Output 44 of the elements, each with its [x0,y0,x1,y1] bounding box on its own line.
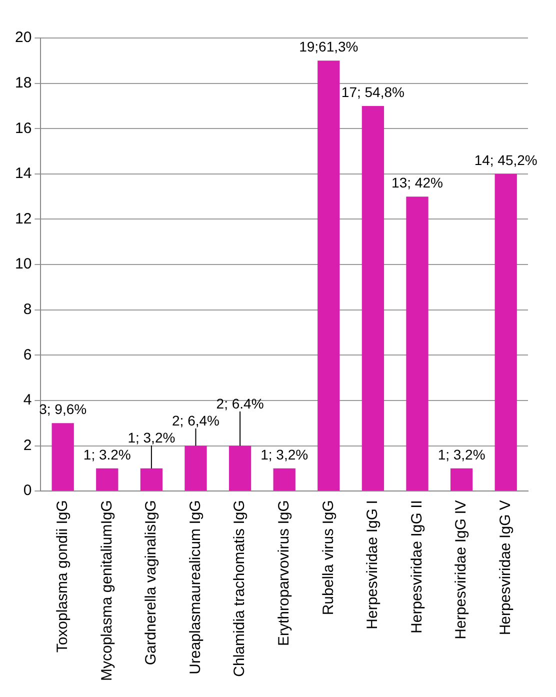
y-tick-label: 12 [14,210,32,228]
bar [362,106,384,491]
bar [52,423,74,491]
data-label: 1; 3,2% [128,429,176,446]
bar [184,446,207,491]
bar [318,60,340,491]
x-tick-label: Toxoplasma gondii IgG [54,500,71,653]
x-tick-label: Gardnerella vaginalisIgG [142,500,160,666]
x-tick-label: Herpesviridae IgG IV [452,500,470,640]
y-tick-label: 20 [14,29,32,46]
bar [406,196,428,491]
x-tick-label: Mycoplasma genitaliumIgG [98,500,116,682]
bar [96,468,118,491]
x-tick-label: Herpesviridae IgG V [496,500,514,636]
x-tick-label: Herpesviridae IgG II [408,500,426,634]
bar [273,468,296,491]
data-label: 1; 3,2% [438,446,486,462]
bar [450,468,473,491]
data-label: 1; 3,2% [260,446,308,462]
data-label: 17; 54,8% [341,84,404,100]
y-tick-label: 0 [23,482,32,500]
data-label: 13; 42% [392,174,443,190]
y-tick-label: 10 [14,256,32,273]
bar [228,446,252,491]
y-tick-label: 14 [14,165,32,182]
y-tick-label: 8 [23,300,32,318]
x-tick-label: Erythroparvovirus IgG [275,500,292,646]
x-tick-label: Rubella virus IgG [320,500,337,616]
y-tick-label: 2 [23,436,32,454]
data-label: 1; 3.2% [83,446,131,462]
bar [494,174,517,491]
data-label: 3; 9,6% [39,400,87,417]
data-label: 19;61,3% [299,38,358,55]
data-label: 2; 6,4% [172,412,220,428]
y-tick-label: 6 [23,346,32,364]
x-tick-label: Herpesviridae IgG I [364,500,382,630]
data-label: 2; 6.4% [216,395,264,412]
x-tick-label: Chlamidia trachomatis IgG [231,500,248,677]
y-tick-label: 18 [14,74,32,92]
y-tick-label: 16 [14,120,32,137]
data-label: 14; 45,2% [474,152,538,168]
bar [140,468,163,491]
y-tick-label: 4 [23,392,32,409]
x-tick-label: Ureaplasmaurealicum IgG [186,500,204,674]
